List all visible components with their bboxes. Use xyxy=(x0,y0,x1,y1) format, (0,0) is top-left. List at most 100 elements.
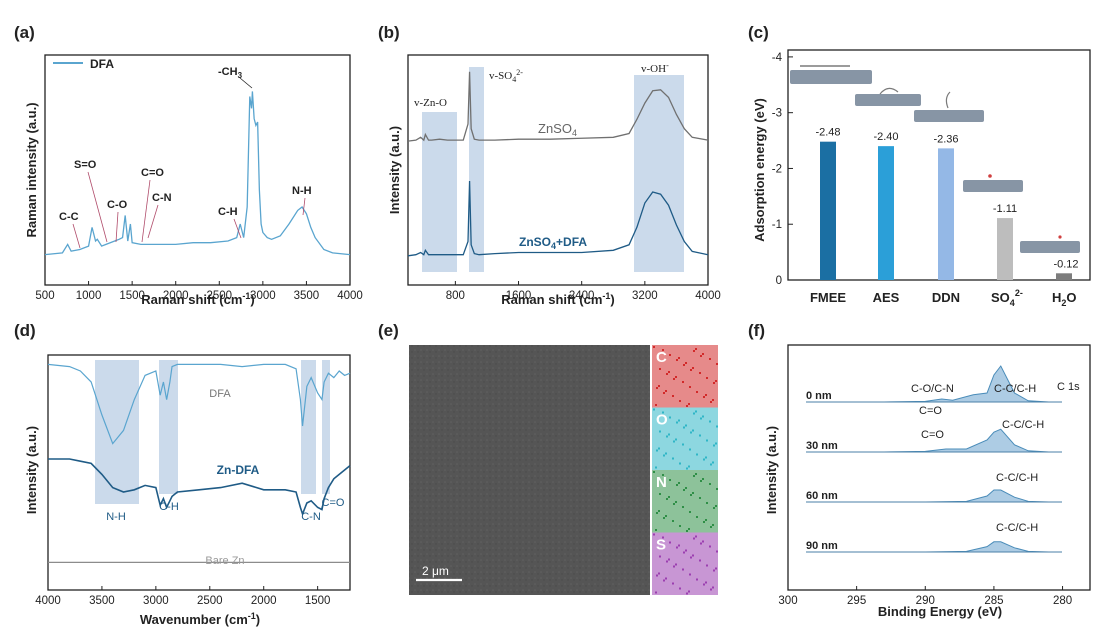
panel-b-band-oh xyxy=(634,75,684,272)
eds-map-O-dot-14 xyxy=(659,430,661,433)
panel-d-band-label-nh: N-H xyxy=(106,511,126,523)
eds-map-N-dot-3 xyxy=(700,480,702,482)
eds-map-N-dot-32 xyxy=(685,487,687,489)
eds-map-O-dot-34 xyxy=(695,410,697,413)
eds-map-C-dot-12 xyxy=(713,382,715,384)
panel-f-ylabel: Intensity (a.u.) xyxy=(764,426,779,514)
peak-label-cc: C-C xyxy=(59,211,79,223)
eds-map-C-dot-13 xyxy=(686,405,688,407)
panel-d-series-label-dfa: DFA xyxy=(209,388,231,400)
eds-map-C-dot-35 xyxy=(668,371,670,373)
eds-map-C-dot-2 xyxy=(663,392,665,394)
panel-a-x-tick-label-2000: 2000 xyxy=(163,290,189,302)
eds-map-O-dot-39 xyxy=(688,465,690,468)
panel-c-bar-0 xyxy=(820,141,836,280)
panel-d-series-label-zndfa: Zn-DFA xyxy=(217,463,260,477)
eds-map-N-dot-13 xyxy=(686,530,688,532)
peak-arrow-ch3 xyxy=(239,77,253,89)
panel-d-xlabel: Wavenumber (cm-1) xyxy=(140,611,260,627)
eds-map-O-dot-9 xyxy=(666,435,668,438)
eds-map-N-dot-6 xyxy=(683,489,685,491)
peak-arrow-so xyxy=(87,171,108,243)
eds-map-O-dot-32 xyxy=(685,424,687,427)
eds-map-C-dot-30 xyxy=(675,376,677,378)
eds-map-S-dot-7 xyxy=(656,574,658,577)
peak-label-ch: C-H xyxy=(218,206,238,218)
panel-a-label: (a) xyxy=(14,23,35,42)
panel-a-x-tick-label-1000: 1000 xyxy=(76,290,102,302)
panel-d-x-tick-label-3000: 3000 xyxy=(143,595,169,607)
eds-map-O-dot-12 xyxy=(713,444,715,447)
eds-map-C xyxy=(652,345,718,408)
eds-map-C-dot-32 xyxy=(685,362,687,364)
eds-map-N-dot-35 xyxy=(668,496,670,498)
eds-map-N-dot-4 xyxy=(673,503,675,505)
panel-d-band-ch xyxy=(159,360,178,494)
eds-map-S-dot-35 xyxy=(668,558,670,561)
peak-label-nh: N-H xyxy=(292,185,312,197)
eds-map-S-dot-9 xyxy=(666,560,668,563)
panel-d-band-cn xyxy=(301,360,316,494)
eds-map-N-dot-29 xyxy=(702,478,704,480)
eds-map-N-dot-0 xyxy=(653,471,655,473)
panel-c-ytick-label--2: -2 xyxy=(772,163,782,175)
panel-c-bar-value-0: -2.48 xyxy=(815,127,840,139)
peak-arrow-nh xyxy=(302,197,306,216)
eds-map-S-dot-36 xyxy=(705,581,707,584)
eds-map-O-dot-0 xyxy=(653,408,655,411)
eds-map-O-dot-7 xyxy=(656,449,658,452)
eds-map-S-dot-10 xyxy=(703,583,705,586)
panel-d-band-nh xyxy=(95,360,139,504)
panel-b-xticks: 800 1600 2400 3200 4000 xyxy=(446,281,721,302)
eds-map-O-dot-30 xyxy=(675,438,677,441)
eds-map-label-O: O xyxy=(656,412,668,429)
panel-f-depth-label-0: 0 nm xyxy=(806,390,832,402)
panel-f-x-tick-label-280: 280 xyxy=(1053,595,1072,607)
eds-map-N-dot-38 xyxy=(715,505,717,507)
eds-map-C-dot-36 xyxy=(705,394,707,396)
eds-map-O-dot-8 xyxy=(693,412,695,415)
panel-a-x-tick-label-3000: 3000 xyxy=(250,290,276,302)
eds-map-N-dot-11 xyxy=(676,484,678,486)
panel-b-series-label-znso4-dfa: ZnSO4+DFA xyxy=(519,235,587,251)
panel-c-label: (c) xyxy=(748,23,769,42)
eds-map-label-C: C xyxy=(656,349,667,366)
panel-c-bar-value-3: -1.11 xyxy=(993,203,1017,215)
panel-b-frame xyxy=(407,54,709,286)
eds-map-O-dot-19 xyxy=(716,425,718,428)
eds-map-S-dot-33 xyxy=(658,572,660,575)
panel-f-envelope-3 xyxy=(884,541,1049,553)
peak-arrow-cc xyxy=(72,223,81,249)
panel-b-band-znO xyxy=(422,112,457,272)
panel-b-series-label-znso4: ZnSO4 xyxy=(538,121,577,138)
eds-map-O-dot-3 xyxy=(700,417,702,420)
molecule-inset-h2o xyxy=(1020,235,1080,253)
panel-c-ytick-label--1: -1 xyxy=(772,219,782,231)
eds-map-N-dot-22 xyxy=(699,497,701,499)
eds-map-O-dot-26 xyxy=(655,466,657,469)
eds-map-S-dot-21 xyxy=(662,536,664,539)
panel-b-x-tick-label-1600: 1600 xyxy=(506,290,532,302)
eds-map-O-dot-16 xyxy=(669,416,671,419)
panel-f-peak-label-codbl-30: C=O xyxy=(921,429,944,441)
panel-f-peak-label-cc-60: C-C/C-H xyxy=(996,472,1038,484)
panel-b-series-line-1 xyxy=(407,180,709,257)
eds-map-O-dot-11 xyxy=(676,421,678,424)
panel-f-depth-label-1: 30 nm xyxy=(806,440,838,452)
panel-c-bars: -2.48 -2.40 -2.36 -1.11 -0.12 xyxy=(815,127,1079,280)
peak-arrow-co xyxy=(115,211,119,243)
panel-b: (b) 800 1600 2400 3200 4000 v-Zn-O v-SO42- v… xyxy=(378,23,721,307)
panel-a-xticks: 500 1000 1500 2000 2500 3000 3500 4000 xyxy=(35,281,363,302)
eds-map-C-dot-26 xyxy=(655,404,657,406)
eds-map-O-dot-29 xyxy=(702,415,704,418)
panel-a-x-tick-label-3500: 3500 xyxy=(294,290,320,302)
panel-f-peak-label-cc-0: C-C/C-H xyxy=(994,383,1036,395)
eds-map-S-dot-6 xyxy=(683,551,685,554)
sem-scalebar-label: 2 μm xyxy=(422,564,449,578)
eds-map-C-dot-18 xyxy=(679,400,681,402)
eds-map-C-dot-17 xyxy=(706,377,708,379)
panel-a-x-tick-label-2500: 2500 xyxy=(206,290,232,302)
eds-map-O-dot-4 xyxy=(673,440,675,443)
eds-map-C-dot-8 xyxy=(693,350,695,352)
eds-map-S-dot-39 xyxy=(688,590,690,593)
